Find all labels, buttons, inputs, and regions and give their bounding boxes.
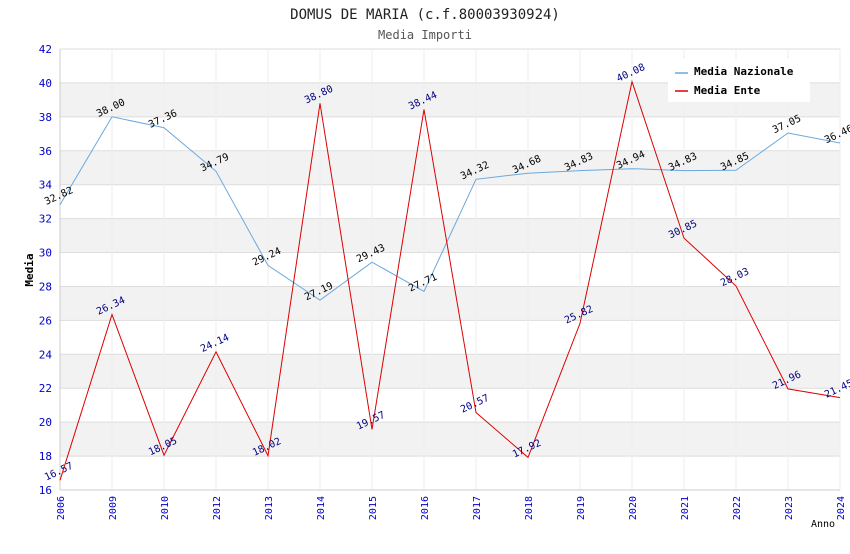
x-tick-label: 2016 (420, 496, 431, 520)
x-tick-label: 2023 (784, 496, 795, 520)
y-tick-label: 40 (39, 77, 52, 90)
data-label: 16.57 (43, 461, 75, 484)
x-tick-label: 2009 (108, 496, 119, 520)
y-tick-label: 36 (39, 145, 52, 158)
y-tick-label: 42 (39, 43, 52, 56)
x-tick-label: 2006 (56, 496, 67, 520)
x-tick-label: 2012 (212, 496, 223, 520)
x-tick-label: 2021 (680, 496, 691, 520)
grid-band (60, 422, 840, 457)
legend-box (668, 59, 810, 102)
x-tick-label: 2018 (524, 496, 535, 520)
series-lines (59, 79, 841, 481)
y-tick-label: 20 (39, 416, 52, 429)
y-tick-label: 16 (39, 484, 52, 497)
y-tick-label: 30 (39, 247, 52, 260)
grid-band (60, 150, 840, 185)
grid-lines (59, 48, 841, 491)
series-line-media-ente (59, 79, 841, 481)
y-tick-label: 34 (39, 179, 53, 192)
x-tick-label: 2010 (160, 496, 171, 520)
y-tick-label: 32 (39, 213, 52, 226)
x-tick-label: 2015 (368, 496, 379, 520)
data-label: 24.14 (199, 332, 231, 355)
x-axis-label: Anno (811, 519, 835, 530)
series-line-media-nazionale (59, 116, 841, 301)
grid-band (60, 354, 840, 389)
y-tick-label: 26 (39, 314, 52, 327)
data-label: 40.08 (615, 62, 647, 85)
y-axis-label: Media (23, 253, 36, 286)
legend: Media Nazionale Media Ente (668, 59, 810, 102)
data-label: 20.57 (459, 393, 491, 416)
y-tick-label: 22 (39, 382, 52, 395)
y-tick-label: 38 (39, 111, 52, 124)
x-tick-label: 2024 (836, 496, 847, 520)
x-tick-label: 2020 (628, 496, 639, 520)
x-tick-label: 2013 (264, 496, 275, 520)
x-tick-labels: 2006 2009 2010 2012 2013 2014 2015 2016 2017 2018… (56, 496, 847, 520)
x-tick-label: 2017 (472, 496, 483, 520)
y-tick-label: 18 (39, 450, 52, 463)
x-tick-label: 2022 (732, 496, 743, 520)
x-tick-label: 2019 (576, 496, 587, 520)
axes (59, 49, 840, 491)
grid-band (60, 286, 840, 321)
y-tick-label: 24 (39, 348, 53, 361)
chart-subtitle: Media Importi (378, 28, 472, 42)
x-tick-label: 2014 (316, 496, 327, 520)
chart-title: DOMUS DE MARIA (c.f.80003930924) (290, 7, 560, 23)
legend-label-nazionale: Media Nazionale (694, 65, 794, 78)
legend-label-ente: Media Ente (694, 84, 761, 97)
y-tick-label: 28 (39, 280, 52, 293)
y-tick-labels: 16 18 20 22 24 26 28 30 32 34 36 38 40 42 (39, 43, 53, 497)
